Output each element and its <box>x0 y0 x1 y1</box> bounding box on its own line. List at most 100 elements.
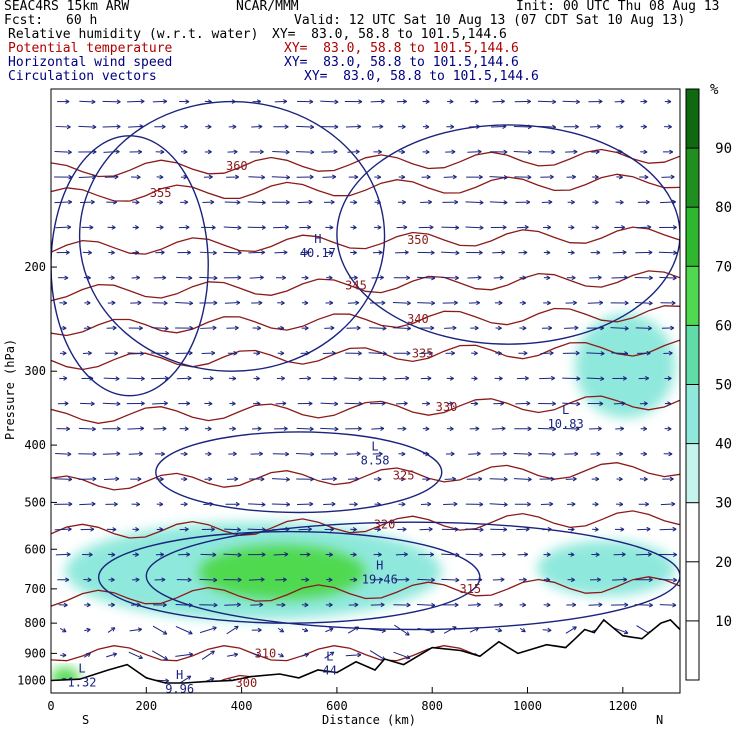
circulation-vector <box>441 553 460 556</box>
circulation-vector-head <box>354 626 360 631</box>
circulation-vector-head <box>478 174 483 180</box>
circulation-vector-head <box>236 602 241 608</box>
circulation-vector-head <box>188 275 193 281</box>
circulation-vector-head <box>352 225 357 230</box>
circulation-vector-head <box>212 626 217 631</box>
circulation-vector <box>443 503 458 506</box>
circulation-vector-head <box>62 325 67 331</box>
circulation-vector <box>248 578 265 581</box>
circulation-vector-head <box>260 577 265 582</box>
circulation-vector-head <box>473 376 478 381</box>
circulation-vector-head <box>382 351 387 356</box>
circulation-vector-head <box>284 124 289 130</box>
circulation-vector-head <box>68 476 73 482</box>
circulation-vector <box>199 276 218 279</box>
circulation-vector-head <box>497 350 502 356</box>
circulation-vector <box>347 151 360 153</box>
circulation-vector <box>443 626 457 634</box>
circulation-vector-head <box>186 552 191 557</box>
circulation-vector-head <box>255 376 260 381</box>
circulation-vector-head <box>358 401 363 407</box>
circulation-vector-head <box>259 602 264 608</box>
theta-contour <box>51 270 680 302</box>
circulation-vector-head <box>355 476 360 482</box>
circulation-vector <box>128 453 143 455</box>
circulation-vector-head <box>427 199 433 205</box>
extremum-type: L <box>562 403 569 417</box>
theta-contour <box>51 148 680 178</box>
circulation-vector-head <box>329 627 334 632</box>
circulation-vector-head <box>570 552 575 557</box>
circulation-vector-head <box>67 451 72 457</box>
circulation-vector-head <box>452 325 457 331</box>
circulation-vector-head <box>426 174 431 180</box>
circulation-vector <box>513 150 532 153</box>
circulation-vector-head <box>503 502 508 507</box>
circulation-vector-head <box>426 401 431 406</box>
circulation-vector-head <box>672 526 677 532</box>
circulation-vector-head <box>618 174 623 180</box>
theta-label: 300 <box>236 676 258 690</box>
circulation-vector-head <box>429 224 434 230</box>
circulation-vector-head <box>642 124 647 130</box>
circulation-vector <box>394 377 409 380</box>
circulation-vector <box>441 226 459 229</box>
circulation-vector <box>395 553 408 556</box>
circulation-vector-head <box>231 426 236 432</box>
circulation-vector-head <box>526 401 531 406</box>
circulation-vector-head <box>328 552 333 557</box>
circulation-vector-head <box>667 99 672 104</box>
circulation-vector-head <box>646 350 651 356</box>
circulation-vector-head <box>111 300 116 306</box>
circulation-vector <box>175 653 193 657</box>
colorbar-swatch <box>686 620 699 680</box>
circulation-vector-head <box>140 99 145 104</box>
extremum-value: 8.58 <box>361 454 390 468</box>
circulation-vector-head <box>430 250 435 256</box>
circulation-vector-head <box>669 476 674 482</box>
circulation-vector-head <box>527 476 532 482</box>
circulation-vector <box>297 201 313 204</box>
circulation-vector-head <box>87 350 92 356</box>
circulation-vector-head <box>670 325 675 331</box>
circulation-vector-head <box>138 654 143 660</box>
theta-label: 325 <box>393 468 415 482</box>
circulation-vector-head <box>621 225 626 230</box>
circulation-vector-head <box>140 351 145 356</box>
circulation-vector-head <box>140 426 145 431</box>
circulation-vector-head <box>283 426 288 432</box>
circulation-vector-head <box>618 476 623 482</box>
circulation-vector-head <box>619 124 624 130</box>
circulation-vector-head <box>376 199 381 205</box>
circulation-vector-head <box>310 149 315 155</box>
circulation-vector-head <box>381 628 386 633</box>
circulation-vector-head <box>92 149 97 155</box>
x-tick-label: 1000 <box>513 699 542 713</box>
circulation-vector <box>395 251 409 254</box>
circulation-vector-head <box>329 225 334 230</box>
circulation-vector-head <box>647 224 652 230</box>
circulation-vector-head <box>644 174 649 180</box>
circulation-vector-head <box>670 174 675 180</box>
circulation-vector-head <box>498 376 503 381</box>
circulation-vector-head <box>259 149 264 155</box>
axis-layer: 0 200 400 600 800 1000 1200 200 300 400 500 600 700 8… <box>17 260 637 713</box>
circulation-vector-head <box>427 501 432 507</box>
circulation-vector <box>78 125 97 128</box>
circulation-vector-head <box>570 527 575 532</box>
circulation-vector-head <box>356 451 361 457</box>
circulation-vector-head <box>306 552 311 557</box>
circulation-vector-head <box>308 199 313 205</box>
circulation-vector-head <box>66 124 71 130</box>
circulation-vector <box>517 226 529 229</box>
circulation-vector <box>636 226 652 229</box>
circulation-vector-head <box>86 300 91 306</box>
circulation-vector <box>325 627 334 633</box>
circulation-vector <box>226 625 239 635</box>
circulation-vector <box>247 528 266 531</box>
circulation-vector <box>515 402 531 405</box>
circulation-vector-head <box>183 476 188 482</box>
circulation-vector-head <box>234 625 239 631</box>
y-tick-label: 600 <box>24 542 46 556</box>
circulation-vector-head <box>570 250 575 255</box>
